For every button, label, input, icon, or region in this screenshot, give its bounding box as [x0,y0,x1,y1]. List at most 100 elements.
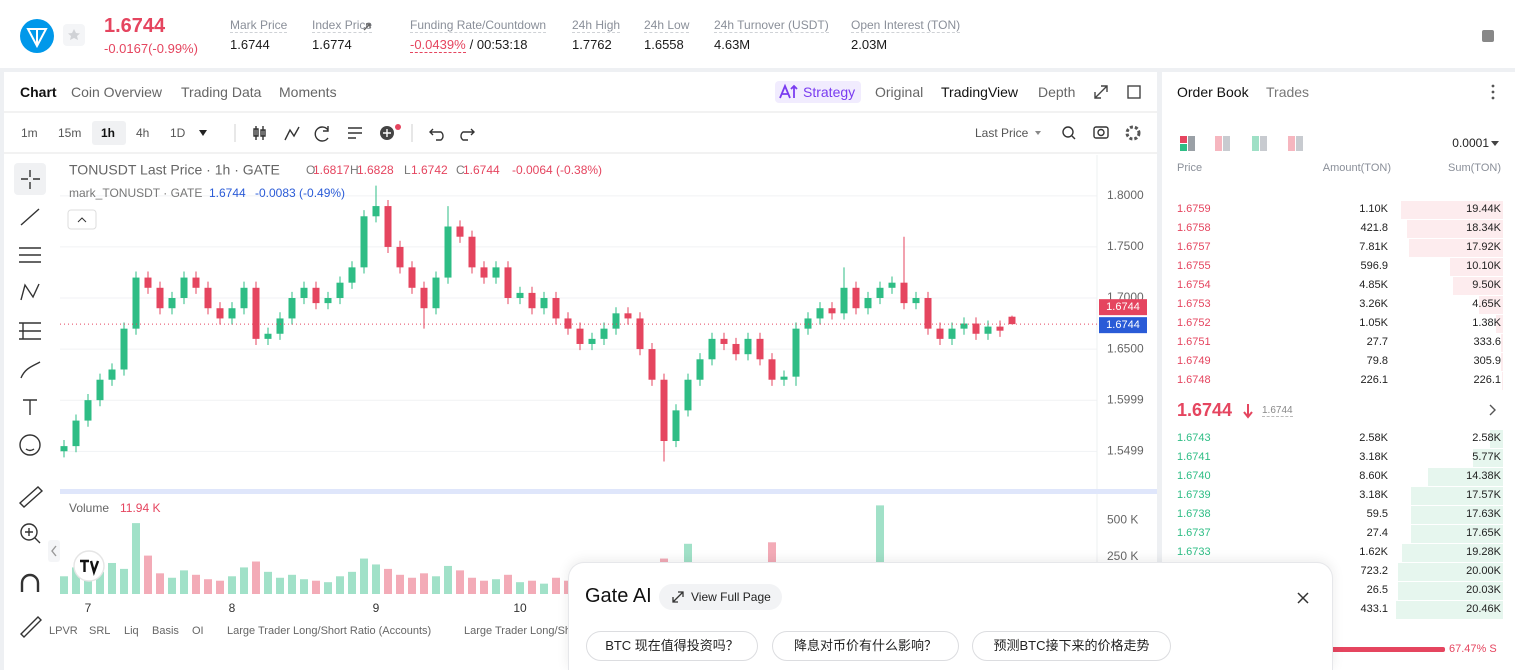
book-price[interactable]: 1.6754 [1177,279,1211,291]
book-price[interactable]: 1.6757 [1177,241,1211,253]
book-price[interactable]: 1.6741 [1177,451,1211,463]
indicator-tab[interactable]: Large Trader Long/Short Ratio (Accounts) [227,625,431,637]
candle-body [384,206,392,247]
candle-body [948,328,956,339]
volume-title: Volume [69,501,109,515]
candle-body [336,282,344,299]
book-price[interactable]: 1.6737 [1177,527,1211,539]
chart-tab[interactable]: Trading Data [181,84,262,100]
x-tick-label: 7 [85,601,92,615]
depth-bar [1398,563,1503,581]
candle-body [132,277,140,329]
depth-bar [1396,601,1503,619]
prompt-chip[interactable]: 降息对币价有什么影响？ [772,631,959,661]
candle-body [720,338,728,344]
candle-body [696,359,704,380]
view-tab[interactable]: Depth [1038,84,1076,100]
indicator-tab[interactable]: Liq [124,625,139,637]
book-price[interactable]: 1.6743 [1177,432,1211,444]
gate-ai-popup: Gate AI View Full Page BTC 现在值得投资吗？ 降息对币… [568,562,1333,670]
book-price[interactable]: 1.6738 [1177,508,1211,520]
candle-body [672,410,680,442]
candle-body [936,328,944,339]
book-amount: 79.8 [1366,355,1388,367]
book-sum: 17.57K [1466,489,1501,501]
candle-body [156,287,164,309]
interval[interactable]: 1h [101,126,116,140]
stat-label[interactable]: Index Price [312,18,373,33]
book-price[interactable]: 1.6740 [1177,470,1211,482]
mark-price: 1.6744 [1262,405,1293,417]
view-tab[interactable]: Original [875,84,924,100]
candle-body [732,343,740,355]
volume-bar [312,580,320,594]
depth-bar [1407,220,1503,238]
candle-body [312,287,320,304]
chart-tab[interactable]: Coin Overview [71,84,163,100]
chart-tab[interactable]: Moments [279,84,337,100]
candle-body [660,379,668,442]
book-sum: 19.28K [1466,546,1501,558]
collapse-legend[interactable] [67,209,97,230]
x-tick-label: 8 [229,601,236,615]
candle-body [252,287,260,339]
close-button[interactable] [1296,591,1310,605]
candle-body [84,400,92,421]
stat-label[interactable]: Funding Rate/Countdown [410,18,547,33]
candle-body [768,359,776,380]
depth-bar [1472,449,1503,467]
book-price[interactable]: 1.6749 [1177,355,1211,367]
book-amount: 3.26K [1359,298,1388,310]
stat-label: Mark Price [230,18,288,33]
book-price[interactable]: 1.6751 [1177,336,1211,348]
x-tick-label: 10 [513,601,527,615]
price-source[interactable]: Last Price [975,126,1029,140]
prompt-chip[interactable]: 预测BTC接下来的价格走势 [972,631,1171,661]
stat-label: 24h High [572,18,621,33]
precision[interactable]: 0.0001 [1452,136,1489,150]
indicator-tab[interactable]: Large Trader Long/Sh [464,625,571,637]
column-header: Amount(TON) [1322,162,1391,174]
book-sum: 20.03K [1466,584,1501,596]
volume-bar [408,577,416,594]
view-full-button[interactable]: View Full Page [659,584,782,610]
book-price[interactable]: 1.6739 [1177,489,1211,501]
volume-bar [252,561,260,594]
interval[interactable]: 1D [170,126,186,140]
book-tab[interactable]: Order Book [1177,84,1249,100]
book-amount: 27.7 [1366,336,1388,348]
book-tab[interactable]: Trades [1266,84,1310,100]
book-sum: 1.38K [1472,317,1501,329]
view-tab[interactable]: TradingView [941,84,1019,100]
indicator-tab[interactable]: Basis [152,625,179,637]
book-price[interactable]: 1.6752 [1177,317,1211,329]
chart-tab[interactable]: Chart [20,84,57,100]
indicator-tab[interactable]: SRL [89,625,110,637]
interval[interactable]: 1m [21,126,38,140]
book-amount: 1.10K [1359,203,1388,215]
stat-value-text: 2.03M [851,37,888,52]
book-price[interactable]: 1.6758 [1177,222,1211,234]
prompt-chip[interactable]: BTC 现在值得投资吗？ [586,631,758,661]
interval[interactable]: 4h [136,126,150,140]
volume-bar [108,562,116,594]
book-price[interactable]: 1.6755 [1177,260,1211,272]
interval[interactable]: 15m [58,126,82,140]
candle-body [192,277,200,288]
book-price[interactable]: 1.6753 [1177,298,1211,310]
book-price[interactable]: 1.6733 [1177,546,1211,558]
book-price[interactable]: 1.6759 [1177,203,1211,215]
last-price-tag [1099,299,1147,316]
indicator-tab[interactable]: LPVR [49,625,78,637]
top-bar: 1.6744 -0.0167(-0.99%) Mark Price 1.6744 Ind… [0,0,1515,68]
candle-body [288,298,296,319]
book-sum: 226.1 [1473,374,1501,386]
y-tick-label: 500 K [1107,512,1138,526]
candle-body [828,308,836,314]
indicator-tab[interactable]: OI [192,625,204,637]
pane-separator [60,489,1157,494]
book-sum: 5.77K [1472,451,1501,463]
candle-body [996,326,1004,331]
candle-body [492,267,500,278]
book-price[interactable]: 1.6748 [1177,374,1211,386]
